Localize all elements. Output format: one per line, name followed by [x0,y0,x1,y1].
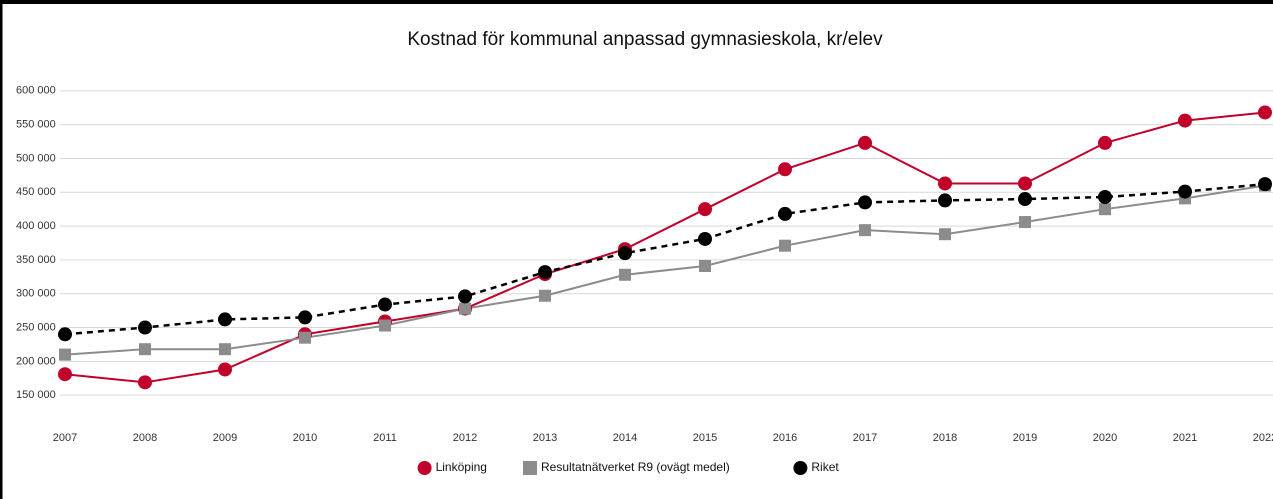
y-tick-label: 550 000 [16,119,56,131]
series-line [64,111,1266,384]
x-tick-label: 2020 [1093,432,1117,444]
marker [1258,177,1272,192]
x-tick-label: 2016 [773,432,797,444]
y-tick-label: 250 000 [16,321,56,333]
x-tick-label: 2007 [53,432,77,444]
x-tick-label: 2014 [613,432,637,444]
x-tick-label: 2022 [1253,432,1273,444]
y-tick-label: 300 000 [16,288,56,300]
marker [218,312,232,327]
marker [1098,190,1112,205]
y-tick-label: 400 000 [16,220,56,232]
marker [939,228,951,241]
series-line [64,182,1266,336]
x-tick-label: 2013 [533,432,557,444]
legend-marker [793,461,808,475]
series-line [64,184,1266,356]
x-tick-label: 2010 [293,432,317,444]
marker [698,202,712,217]
y-tick-label: 500 000 [16,152,56,164]
marker [779,239,791,252]
marker [778,206,792,221]
marker [58,367,72,382]
marker [1178,184,1192,199]
marker [619,268,631,281]
marker [539,289,551,302]
marker [459,302,471,315]
x-tick-label: 2012 [453,432,477,444]
y-tick-label: 600 000 [16,85,56,97]
marker [379,319,391,332]
marker [219,343,231,356]
marker [458,289,472,304]
marker [218,362,232,377]
y-tick-label: 200 000 [16,355,56,367]
marker [858,195,872,210]
marker [778,162,792,177]
x-tick-label: 2021 [1173,432,1197,444]
marker [1258,105,1272,120]
x-tick-label: 2018 [933,432,957,444]
marker [938,176,952,191]
x-tick-label: 2009 [213,432,237,444]
y-tick-label: 350 000 [16,254,56,266]
y-tick-label: 150 000 [16,389,56,401]
x-tick-label: 2011 [373,432,397,444]
x-tick-label: 2019 [1013,432,1037,444]
marker [1018,192,1032,207]
legend-label: Resultatnätverket R9 (ovägt medel) [541,460,730,474]
marker [139,343,151,356]
legend-marker [523,461,537,475]
marker [138,320,152,335]
marker [938,193,952,208]
chart-title: Kostnad för kommunal anpassad gymnasiesk… [407,29,883,50]
marker [859,224,871,237]
marker [1099,203,1111,216]
marker [1178,113,1192,128]
x-tick-label: 2008 [133,432,157,444]
x-tick-label: 2015 [693,432,717,444]
marker [1098,135,1112,150]
marker [538,265,552,280]
marker [698,231,712,246]
marker [59,348,71,361]
marker [1018,176,1032,191]
legend-label: Linköping [436,460,487,474]
marker [298,310,312,325]
legend-label: Riket [811,460,839,474]
marker [1019,216,1031,229]
marker [699,259,711,272]
legend-marker [417,461,432,475]
marker [299,331,311,344]
x-tick-label: 2017 [853,432,877,444]
y-tick-label: 450 000 [16,186,56,198]
marker [58,327,72,342]
marker [618,246,632,261]
marker [858,135,872,150]
marker [138,375,152,390]
marker [378,297,392,312]
